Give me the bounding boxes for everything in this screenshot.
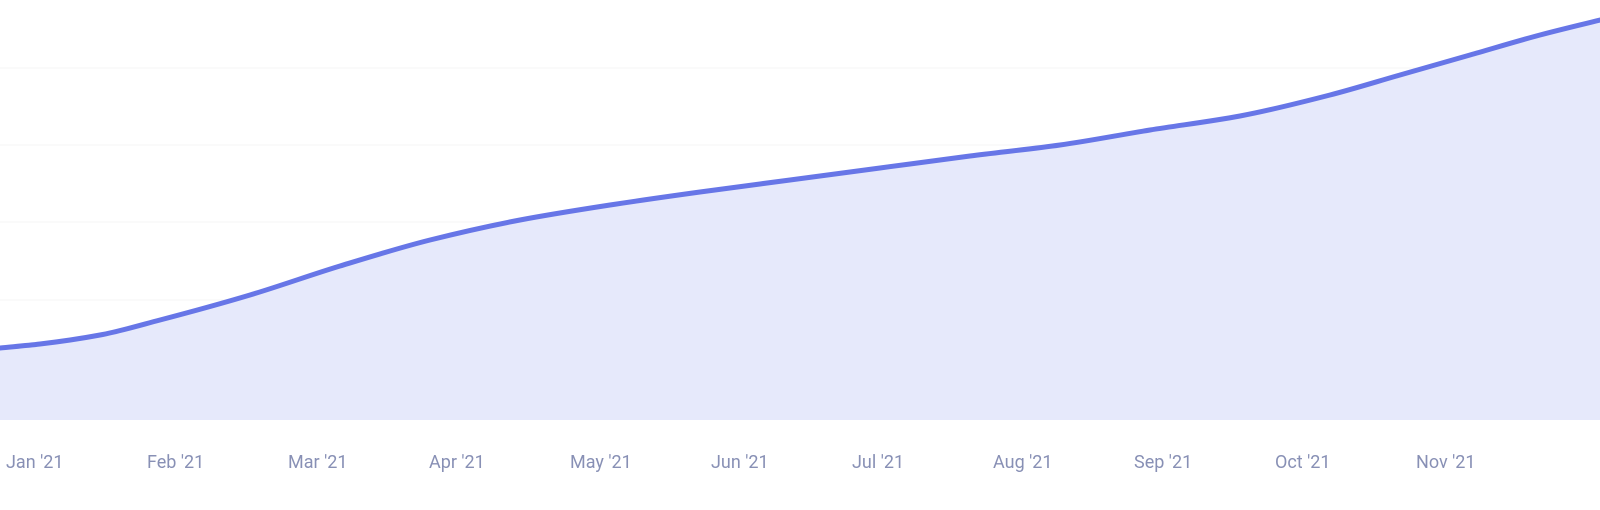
area-chart: Jan '21 Feb '21 Mar '21 Apr '21 May '21 Jun '… [0, 0, 1600, 510]
chart-svg [0, 0, 1600, 510]
x-axis-label: Jun '21 [711, 452, 769, 473]
x-axis-label: Jul '21 [852, 452, 904, 473]
x-axis-label: Aug '21 [993, 452, 1053, 473]
x-axis-label: May '21 [570, 452, 632, 473]
x-axis-label: Nov '21 [1416, 452, 1476, 473]
x-axis-label: Jan '21 [6, 452, 64, 473]
area-fill [0, 20, 1600, 420]
x-axis-label: Oct '21 [1275, 452, 1331, 473]
x-axis-labels: Jan '21 Feb '21 Mar '21 Apr '21 May '21 Jun '… [0, 440, 1600, 470]
x-axis-label: Sep '21 [1134, 452, 1192, 473]
x-axis-label: Feb '21 [147, 452, 204, 473]
x-axis-label: Mar '21 [288, 452, 347, 473]
x-axis-label: Apr '21 [429, 452, 485, 473]
